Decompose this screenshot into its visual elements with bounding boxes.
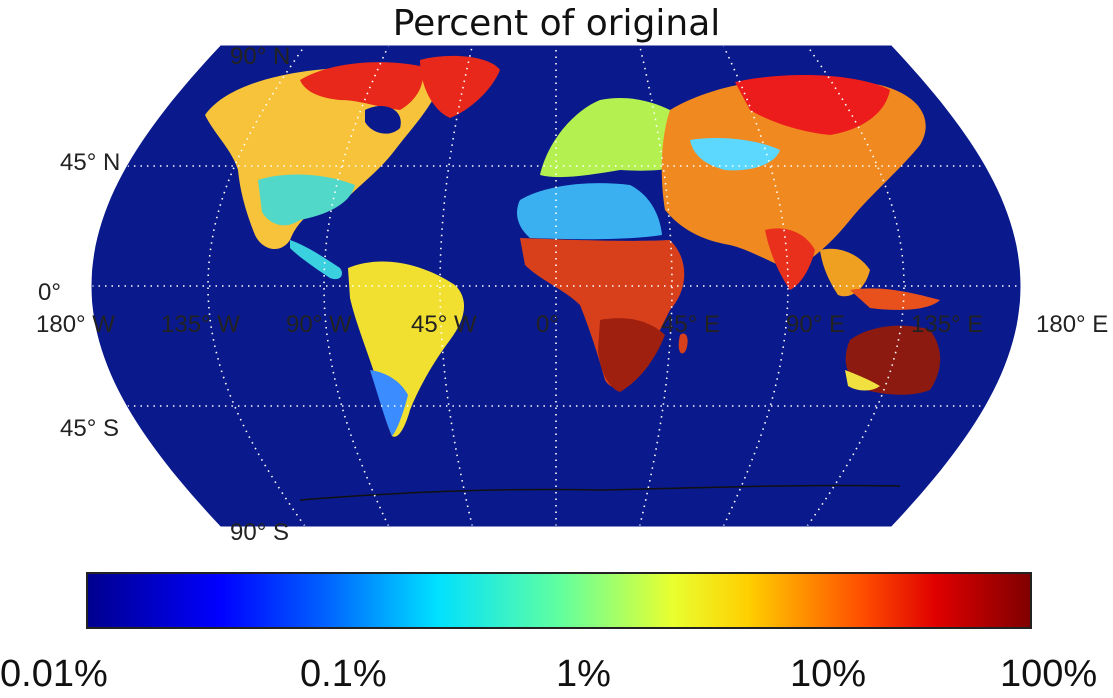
latitude-label: 90° S xyxy=(230,519,289,546)
graticule-meridian xyxy=(439,46,473,526)
latitude-label: 0° xyxy=(38,279,61,306)
colorbar xyxy=(86,572,1032,629)
longitude-label: 180° W xyxy=(36,311,115,338)
colorbar-tick-label: 100% xyxy=(1000,653,1098,695)
map-title: Percent of original xyxy=(392,3,721,44)
colorbar-tick-label: 0.1% xyxy=(300,653,387,695)
central-america xyxy=(290,240,342,280)
graticule-meridian xyxy=(639,46,673,526)
axis-labels: 90° N 45° N 0° 45° S 90° S 180° W 135° W 90° W 4… xyxy=(36,43,1108,546)
longitude-label: 135° E xyxy=(911,311,983,338)
graticule xyxy=(92,46,1020,526)
world-map: 90° N 45° N 0° 45° S 90° S 180° W 135° W 90° W 4… xyxy=(36,43,1108,546)
colorbar-tick-label: 1% xyxy=(556,653,611,695)
longitude-label: 180° E xyxy=(1036,311,1108,338)
latitude-label: 45° S xyxy=(60,415,119,442)
longitude-label: 45° E xyxy=(661,311,720,338)
colorbar-tick-label: 0.01% xyxy=(0,653,108,695)
asia xyxy=(661,78,926,270)
longitude-label: 0° xyxy=(536,311,559,338)
southeast-asia xyxy=(820,248,870,297)
europe xyxy=(540,98,700,178)
land-layer xyxy=(92,46,1020,526)
south-america-blue xyxy=(370,370,408,436)
greenland xyxy=(420,55,500,118)
south-america xyxy=(348,261,465,437)
madagascar xyxy=(678,333,688,354)
latitude-label: 45° N xyxy=(60,149,120,176)
hudson-bay xyxy=(365,106,401,134)
longitude-label: 135° W xyxy=(161,311,240,338)
australia-edge xyxy=(845,370,880,391)
colorbar-tick-label: 10% xyxy=(790,653,867,695)
north-africa xyxy=(517,183,662,240)
southern-africa xyxy=(598,318,665,392)
na-canada-red xyxy=(300,62,423,110)
longitude-label: 90° E xyxy=(786,311,845,338)
australia xyxy=(845,325,941,395)
indonesia xyxy=(850,288,940,310)
longitude-label: 90° W xyxy=(286,311,352,338)
latitude-label: 90° N xyxy=(230,43,290,70)
central-asia xyxy=(690,138,780,171)
siberia xyxy=(735,75,890,135)
na-us-cyan xyxy=(258,174,355,226)
antarctica-outline xyxy=(299,484,901,501)
india xyxy=(765,228,815,290)
longitude-label: 45° W xyxy=(411,311,477,338)
